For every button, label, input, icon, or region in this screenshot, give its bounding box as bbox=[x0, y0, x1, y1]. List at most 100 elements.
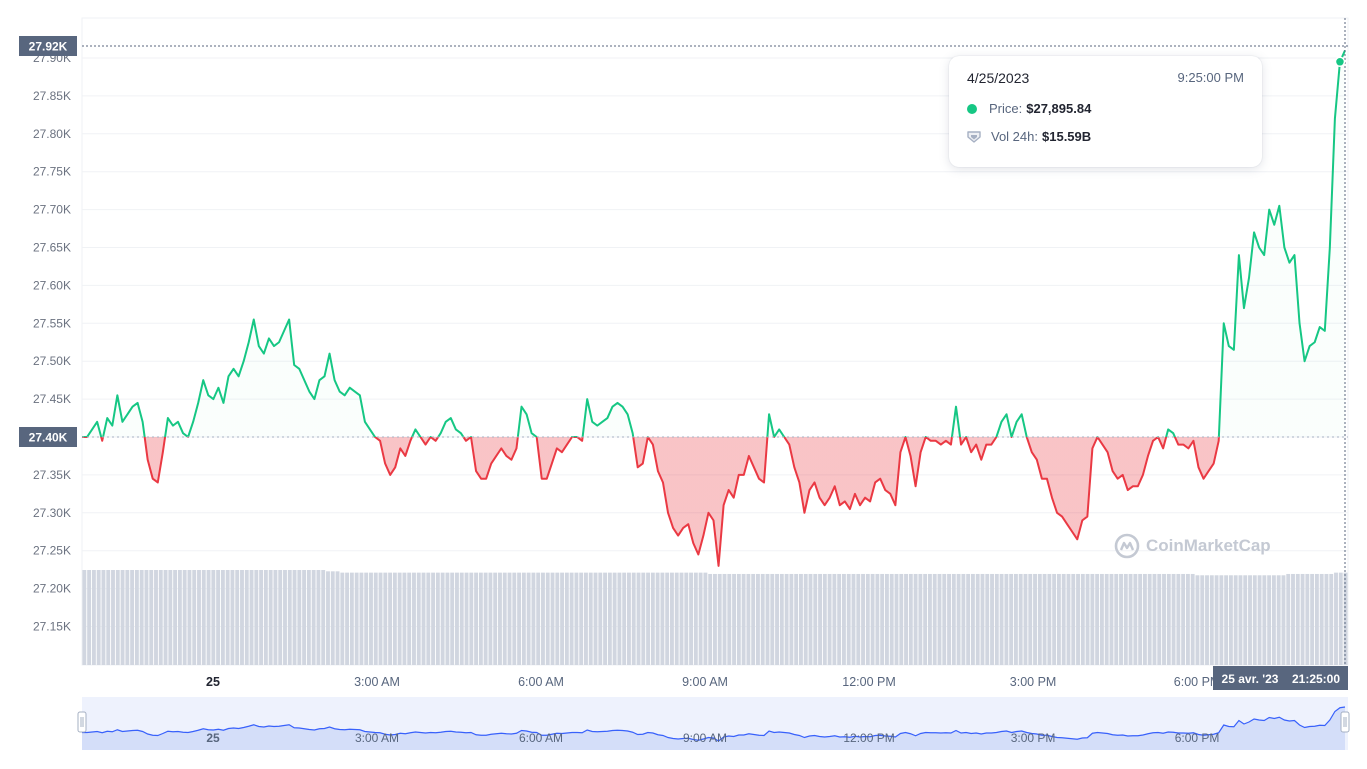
volume-bar bbox=[951, 573, 956, 665]
volume-bar bbox=[732, 573, 736, 665]
volume-bar bbox=[994, 573, 999, 665]
volume-bar bbox=[961, 573, 966, 665]
volume-bar bbox=[187, 570, 192, 665]
volume-bar bbox=[789, 573, 794, 665]
coinmarketcap-logo-icon bbox=[1114, 533, 1140, 559]
volume-bar bbox=[598, 572, 603, 665]
volume-bar bbox=[713, 573, 717, 665]
volume-bar bbox=[827, 573, 832, 665]
volume-bar bbox=[216, 570, 221, 665]
volume-bar bbox=[397, 572, 402, 665]
volume-bar bbox=[383, 572, 388, 665]
navigator-tick-label: 25 bbox=[206, 731, 220, 745]
volume-bar bbox=[1013, 573, 1018, 665]
volume-bar bbox=[636, 572, 641, 665]
volume-bar bbox=[283, 570, 287, 665]
volume-bar bbox=[521, 572, 526, 665]
volume-bar bbox=[1052, 573, 1057, 665]
volume-bar bbox=[775, 573, 779, 665]
x-tick-label: 3:00 AM bbox=[354, 675, 400, 689]
tooltip-price-value: $27,895.84 bbox=[1026, 101, 1092, 116]
y-tick-label: 27.35K bbox=[33, 468, 71, 482]
volume-bar bbox=[846, 573, 851, 665]
volume-bar bbox=[541, 572, 545, 665]
volume-bar bbox=[1262, 575, 1267, 665]
volume-bar bbox=[1171, 573, 1176, 665]
volume-bar bbox=[321, 570, 326, 665]
volume-bar bbox=[450, 572, 455, 665]
volume-bar bbox=[1095, 573, 1100, 665]
volume-bar bbox=[173, 570, 178, 665]
volume-bar bbox=[474, 572, 479, 665]
volume-bar bbox=[139, 570, 144, 665]
volume-bar bbox=[770, 573, 775, 665]
navigator-handle-body[interactable] bbox=[77, 711, 87, 733]
volume-bar bbox=[206, 570, 211, 665]
volume-bar bbox=[588, 572, 593, 665]
volume-bar bbox=[956, 573, 961, 665]
volume-bar bbox=[1009, 573, 1014, 665]
volume-bar bbox=[416, 572, 421, 665]
range-navigator[interactable]: 25 3:00 AM 6:00 AM 9:00 AM 12:00 PM 3:00 PM 6:… bbox=[77, 697, 1350, 750]
volume-bar bbox=[201, 570, 206, 665]
volume-bar bbox=[1033, 573, 1037, 665]
volume-bar bbox=[779, 573, 784, 665]
volume-bar bbox=[627, 572, 631, 665]
tooltip-price-label: Price: bbox=[989, 101, 1023, 116]
volume-bar bbox=[865, 573, 870, 665]
volume-bar bbox=[1128, 573, 1133, 665]
volume-bar bbox=[550, 572, 555, 665]
volume-bar bbox=[670, 572, 674, 665]
volume-bar bbox=[842, 573, 846, 665]
volume-bar bbox=[359, 572, 364, 665]
volume-bar bbox=[736, 573, 741, 665]
volume-bar bbox=[999, 573, 1004, 665]
y-axis: 27.90K27.85K27.80K27.75K27.70K27.65K27.6… bbox=[33, 51, 71, 634]
volume-bar bbox=[1238, 575, 1243, 665]
volume-bar bbox=[1176, 573, 1181, 665]
volume-bar bbox=[1334, 572, 1338, 665]
volume-bar bbox=[392, 572, 397, 665]
volume-bar bbox=[378, 572, 383, 665]
volume-bar bbox=[818, 573, 822, 665]
volume-bar bbox=[1209, 575, 1214, 665]
volume-bar bbox=[469, 572, 474, 665]
volume-bar bbox=[91, 570, 96, 665]
volume-bar bbox=[163, 570, 168, 665]
volume-bar bbox=[1042, 573, 1047, 665]
volume-bar bbox=[569, 572, 574, 665]
volume-shield-icon bbox=[967, 130, 981, 143]
volume-bar bbox=[1252, 575, 1257, 665]
volume-bar bbox=[249, 570, 254, 665]
volume-bar bbox=[942, 573, 947, 665]
volume-bar bbox=[641, 572, 646, 665]
volume-bar bbox=[302, 570, 307, 665]
volume-bar bbox=[932, 573, 937, 665]
price-tooltip: 4/25/2023 9:25:00 PM Price: $27,895.84 V… bbox=[949, 56, 1262, 167]
volume-bar bbox=[125, 570, 130, 665]
tooltip-price-row: Price: $27,895.84 bbox=[967, 101, 1091, 116]
volume-bar bbox=[808, 573, 813, 665]
volume-bar bbox=[192, 570, 197, 665]
watermark-text: CoinMarketCap bbox=[1146, 536, 1271, 555]
navigator-tick-label: 9:00 AM bbox=[683, 731, 727, 745]
volume-bar bbox=[106, 570, 111, 665]
x-tick-label: 12:00 PM bbox=[842, 675, 896, 689]
volume-bar bbox=[263, 570, 268, 665]
volume-bar bbox=[1133, 573, 1138, 665]
navigator-handle-body[interactable] bbox=[1340, 711, 1350, 733]
navigator-handle[interactable] bbox=[77, 711, 87, 733]
volume-bar bbox=[197, 570, 201, 665]
volume-bar bbox=[722, 573, 727, 665]
volume-bar bbox=[483, 572, 488, 665]
navigator-handle[interactable] bbox=[1340, 711, 1350, 733]
volume-bar bbox=[478, 572, 483, 665]
volume-bar bbox=[1319, 573, 1324, 665]
volume-bar bbox=[756, 573, 760, 665]
volume-bar bbox=[889, 573, 894, 665]
volume-bar bbox=[115, 570, 120, 665]
volume-bar bbox=[894, 573, 899, 665]
volume-bar bbox=[130, 570, 135, 665]
volume-bar bbox=[1018, 573, 1023, 665]
